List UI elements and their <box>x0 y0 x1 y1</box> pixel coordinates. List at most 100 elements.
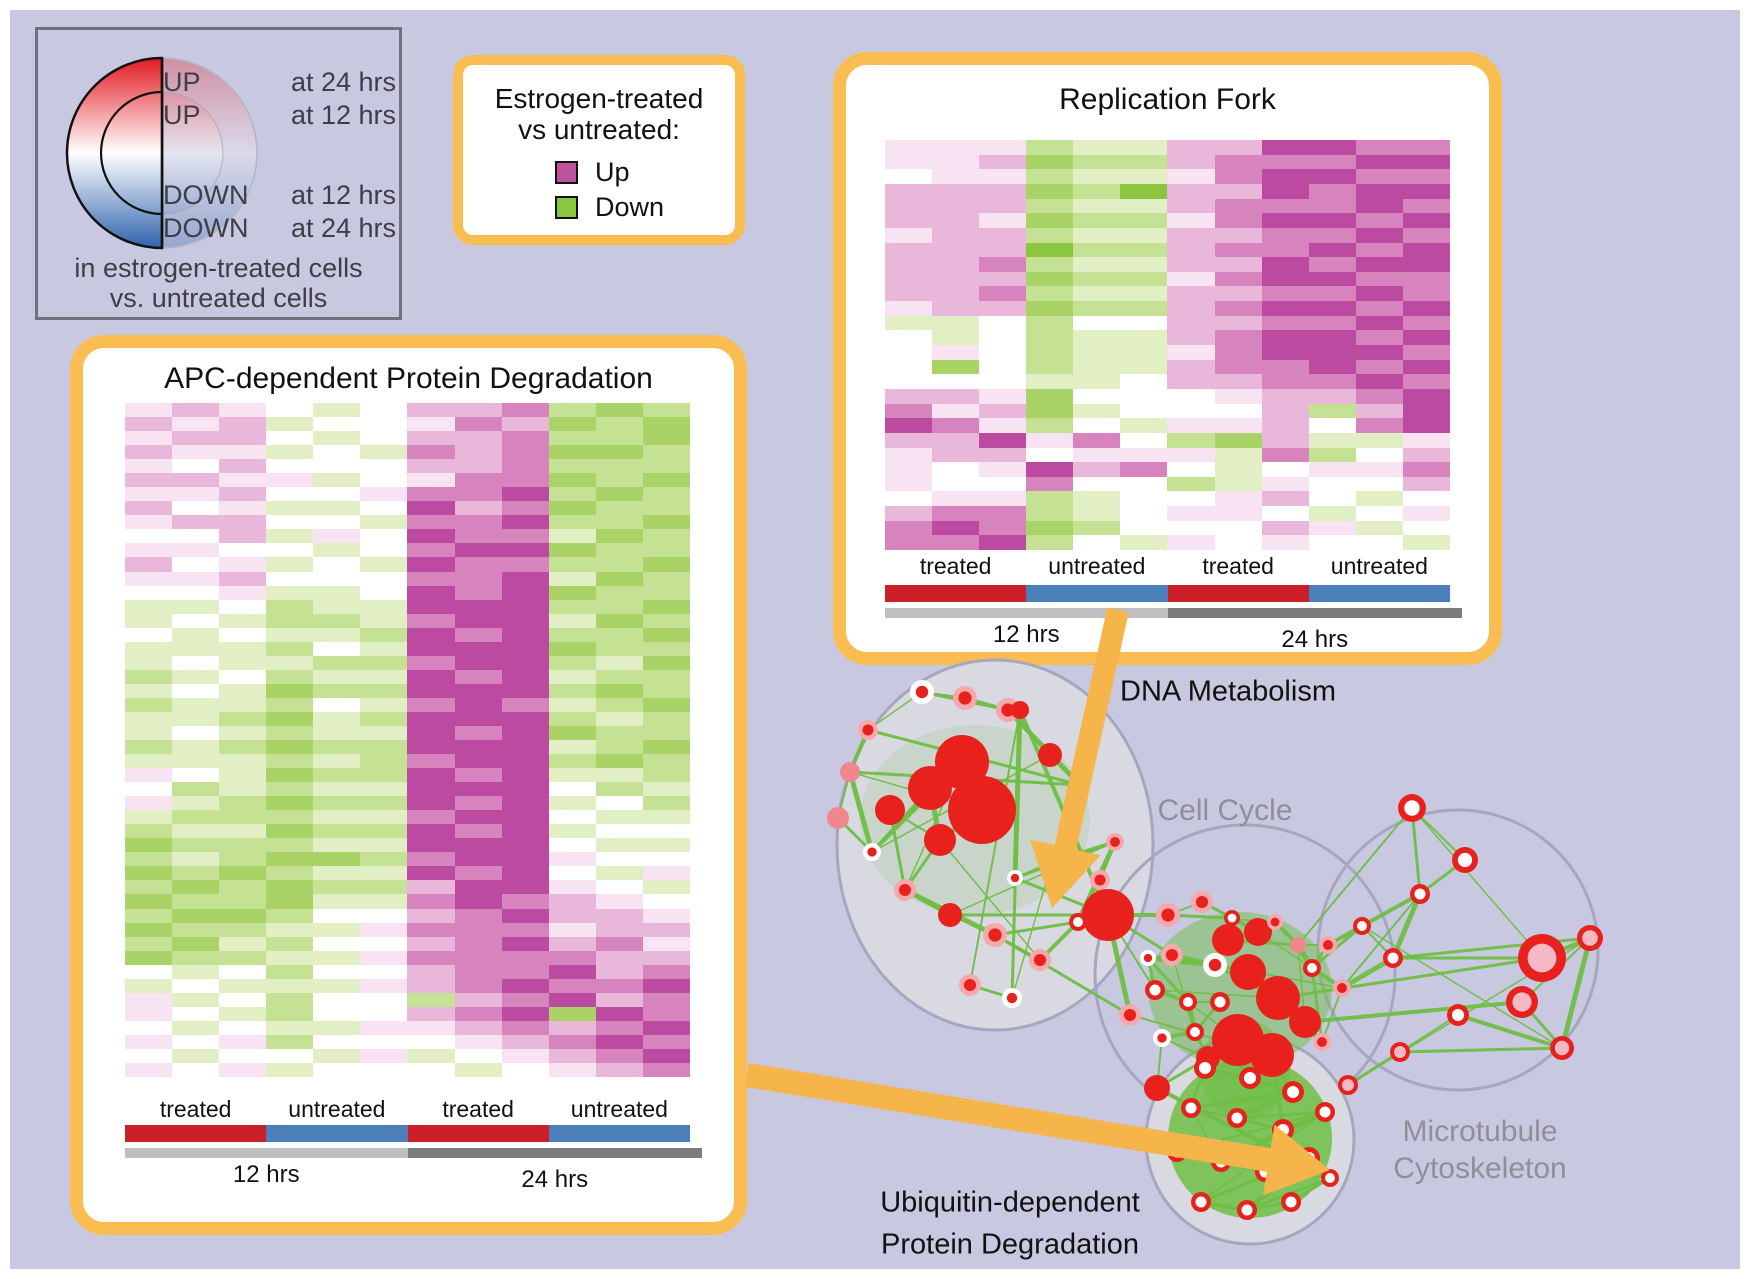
heatmap-cell <box>1214 462 1262 478</box>
heatmap-cell <box>1214 345 1262 361</box>
heatmap-cell <box>885 359 933 375</box>
heatmap-cell <box>125 529 173 544</box>
heatmap-cell <box>125 810 173 825</box>
heatmap-cell <box>1355 257 1403 273</box>
heatmap-cell <box>548 796 596 811</box>
heatmap-cell <box>548 641 596 657</box>
heatmap-cell <box>407 473 455 488</box>
heatmap-cell <box>172 501 220 516</box>
heatmap-cell <box>1167 476 1215 492</box>
heatmap-cell <box>548 936 596 952</box>
heatmap-cell <box>595 1006 643 1022</box>
heatmap-cell <box>172 796 220 811</box>
heatmap-cell <box>360 1020 408 1036</box>
heatmap-cell <box>1120 198 1168 214</box>
heatmap-cell <box>1120 520 1168 536</box>
heatmap-cell <box>642 669 690 685</box>
heatmap-cell <box>1261 242 1309 258</box>
heatmap-cell <box>125 1048 173 1064</box>
heatmap-cell <box>454 655 502 671</box>
heatmap-cell <box>125 697 173 713</box>
heatmap-cell <box>501 571 549 587</box>
node-white-center <box>1451 1008 1465 1022</box>
heatmap-cell <box>1308 242 1356 258</box>
heatmap-cell <box>454 1020 502 1036</box>
heatmap-cell <box>1355 476 1403 492</box>
node-red-center <box>1337 983 1347 993</box>
heatmap-cell <box>501 613 549 629</box>
heatmap-cell <box>454 417 502 432</box>
heatmap-cell <box>1026 315 1074 331</box>
group-label-untreated: untreated <box>1330 553 1428 579</box>
heatmap-cell <box>266 725 314 741</box>
heatmap-row <box>125 725 690 741</box>
heatmap-cell <box>1073 374 1121 390</box>
heatmap-row <box>125 641 690 657</box>
heatmap-cell <box>125 627 173 643</box>
heatmap-cell <box>595 711 643 727</box>
heatmap-cell <box>454 880 502 895</box>
heatmap-cell <box>595 669 643 685</box>
heatmap-cell <box>1308 345 1356 361</box>
heatmap-cell <box>932 506 980 522</box>
heatmap-cell <box>125 894 173 909</box>
heatmap-cell <box>360 880 408 895</box>
heatmap-cell <box>125 950 173 966</box>
node-red-center <box>988 928 1002 942</box>
heatmap-cell <box>642 417 690 432</box>
heatmap-cell <box>1120 242 1168 258</box>
node-solid-red <box>1212 924 1244 956</box>
heatmap-cell <box>885 271 933 287</box>
heatmap-cell <box>219 950 267 966</box>
heatmap-cell <box>1120 330 1168 346</box>
heatmap-cell <box>1355 286 1403 302</box>
node-solid-pink <box>1290 937 1306 953</box>
heatmap-cell <box>548 627 596 643</box>
heatmap-cell <box>266 515 314 530</box>
heatmap-cell <box>266 1006 314 1022</box>
untreated-bar <box>548 1125 690 1142</box>
heatmap-cell <box>1355 462 1403 478</box>
heatmap-cell <box>642 936 690 952</box>
heatmap-cell <box>219 838 267 853</box>
heatmap-cell <box>407 852 455 867</box>
heatmap-cell <box>219 487 267 502</box>
heatmap-cell <box>1026 345 1074 361</box>
heatmap-cell <box>501 1062 549 1078</box>
heatmap-cell <box>360 515 408 530</box>
heatmap-row <box>125 669 690 685</box>
heatmap-cell <box>125 824 173 839</box>
heatmap-cell <box>1261 374 1309 390</box>
network-edge <box>1146 956 1190 1004</box>
heatmap-cell <box>548 459 596 474</box>
node-pink-center <box>1527 943 1557 973</box>
heatmap-cell <box>932 140 980 156</box>
heatmap-cell <box>595 683 643 699</box>
heatmap-cell <box>407 964 455 980</box>
heatmap-cell <box>1026 227 1074 243</box>
heatmap-cell <box>501 627 549 643</box>
heatmap-cell <box>219 473 267 488</box>
heatmap-cell <box>979 271 1027 287</box>
heatmap-cell <box>125 571 173 587</box>
heatmap-cell <box>407 403 455 418</box>
heatmap-cell <box>501 697 549 713</box>
heatmap-cell <box>1026 506 1074 522</box>
heatmap-cell <box>1261 183 1309 200</box>
network-edge <box>994 933 1131 1017</box>
heatmap-row <box>885 315 1450 331</box>
heatmap-cell <box>1214 447 1262 463</box>
node-white-center <box>1073 917 1083 927</box>
heatmap-cell <box>1073 330 1121 346</box>
updown-gradient-rings-icon <box>65 56 258 250</box>
heatmap-cell <box>932 359 980 375</box>
heatmap-cell <box>642 683 690 699</box>
heatmap-cell <box>1261 169 1309 185</box>
heatmap-cell <box>219 796 267 811</box>
untreated-bar <box>1026 585 1168 602</box>
heatmap-cell <box>979 476 1027 492</box>
heatmap-cell <box>1402 535 1450 551</box>
heatmap-cell <box>1355 198 1403 214</box>
heatmap-cell <box>1026 520 1074 536</box>
heatmap-cell <box>454 1006 502 1022</box>
